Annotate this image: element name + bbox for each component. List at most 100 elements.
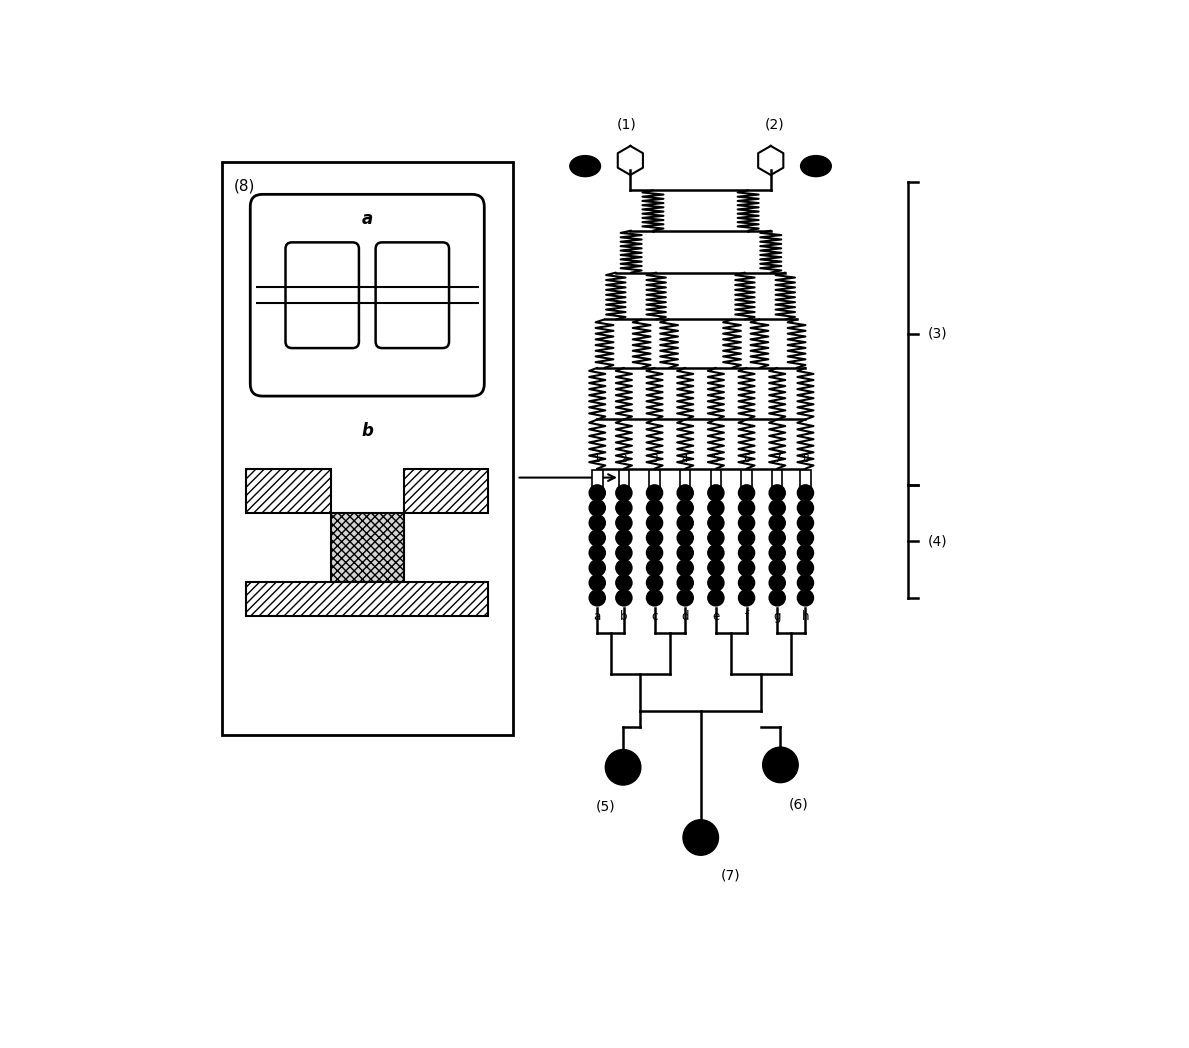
Circle shape bbox=[647, 590, 662, 606]
Circle shape bbox=[590, 574, 605, 591]
Bar bbox=[331, 514, 403, 582]
Circle shape bbox=[616, 515, 633, 531]
Circle shape bbox=[647, 515, 662, 531]
Circle shape bbox=[738, 500, 755, 516]
Circle shape bbox=[798, 485, 813, 501]
Circle shape bbox=[798, 560, 813, 576]
Circle shape bbox=[798, 545, 813, 561]
Circle shape bbox=[590, 590, 605, 606]
Circle shape bbox=[798, 515, 813, 531]
Bar bbox=[222, 162, 512, 735]
Text: (4): (4) bbox=[929, 534, 948, 548]
Circle shape bbox=[647, 500, 662, 516]
Circle shape bbox=[678, 574, 693, 591]
Circle shape bbox=[590, 515, 605, 531]
Circle shape bbox=[647, 560, 662, 576]
Circle shape bbox=[647, 530, 662, 546]
Text: (8): (8) bbox=[234, 178, 256, 193]
Circle shape bbox=[616, 560, 633, 576]
Bar bbox=[403, 468, 489, 514]
Text: f: f bbox=[744, 610, 749, 623]
Circle shape bbox=[616, 485, 633, 501]
Bar bbox=[711, 471, 721, 493]
Text: (5): (5) bbox=[596, 800, 615, 813]
Text: b: b bbox=[621, 610, 628, 623]
Circle shape bbox=[738, 545, 755, 561]
Text: 2: 2 bbox=[621, 454, 628, 464]
Circle shape bbox=[616, 530, 633, 546]
Circle shape bbox=[769, 574, 785, 591]
Circle shape bbox=[616, 500, 633, 516]
Bar bbox=[741, 471, 751, 493]
Text: c: c bbox=[652, 610, 658, 623]
Text: 5: 5 bbox=[712, 454, 719, 464]
Text: d: d bbox=[681, 610, 688, 623]
Circle shape bbox=[647, 545, 662, 561]
Circle shape bbox=[678, 500, 693, 516]
Bar bbox=[800, 471, 811, 493]
Circle shape bbox=[707, 515, 724, 531]
Circle shape bbox=[678, 590, 693, 606]
Bar bbox=[772, 471, 782, 493]
Circle shape bbox=[707, 485, 724, 501]
Bar bbox=[592, 471, 603, 493]
Text: b: b bbox=[361, 422, 373, 440]
Circle shape bbox=[616, 590, 633, 606]
Text: 7: 7 bbox=[774, 454, 780, 464]
Circle shape bbox=[678, 515, 693, 531]
Circle shape bbox=[707, 545, 724, 561]
Circle shape bbox=[707, 574, 724, 591]
Text: g: g bbox=[774, 610, 781, 623]
Bar bbox=[246, 582, 489, 615]
Circle shape bbox=[762, 747, 798, 783]
Circle shape bbox=[682, 820, 718, 855]
Ellipse shape bbox=[570, 155, 600, 177]
Text: 1: 1 bbox=[594, 454, 600, 464]
Circle shape bbox=[605, 749, 641, 785]
Circle shape bbox=[590, 485, 605, 501]
Text: 4: 4 bbox=[682, 454, 688, 464]
Circle shape bbox=[738, 574, 755, 591]
Bar bbox=[680, 471, 691, 493]
Circle shape bbox=[616, 574, 633, 591]
Circle shape bbox=[678, 545, 693, 561]
Circle shape bbox=[738, 560, 755, 576]
Text: (6): (6) bbox=[788, 798, 809, 811]
Circle shape bbox=[647, 485, 662, 501]
Circle shape bbox=[590, 500, 605, 516]
Text: 6: 6 bbox=[743, 454, 750, 464]
Circle shape bbox=[798, 574, 813, 591]
Circle shape bbox=[678, 485, 693, 501]
Circle shape bbox=[616, 545, 633, 561]
Text: (3): (3) bbox=[929, 327, 948, 341]
Bar bbox=[649, 471, 660, 493]
Circle shape bbox=[798, 500, 813, 516]
Text: (7): (7) bbox=[721, 868, 741, 882]
Circle shape bbox=[590, 560, 605, 576]
Text: e: e bbox=[712, 610, 719, 623]
Circle shape bbox=[769, 500, 785, 516]
Text: 8: 8 bbox=[803, 454, 809, 464]
Circle shape bbox=[707, 530, 724, 546]
Circle shape bbox=[590, 530, 605, 546]
Bar bbox=[618, 471, 629, 493]
Circle shape bbox=[707, 590, 724, 606]
Text: a: a bbox=[361, 211, 373, 228]
Circle shape bbox=[769, 545, 785, 561]
Text: (2): (2) bbox=[765, 117, 785, 131]
Circle shape bbox=[738, 590, 755, 606]
Circle shape bbox=[678, 560, 693, 576]
Text: a: a bbox=[593, 610, 600, 623]
Text: 3: 3 bbox=[652, 454, 658, 464]
Circle shape bbox=[738, 515, 755, 531]
Bar bbox=[246, 468, 331, 514]
Circle shape bbox=[769, 590, 785, 606]
Circle shape bbox=[707, 500, 724, 516]
Text: (1): (1) bbox=[616, 117, 636, 131]
Circle shape bbox=[590, 545, 605, 561]
Ellipse shape bbox=[800, 155, 831, 177]
Circle shape bbox=[798, 590, 813, 606]
Circle shape bbox=[738, 530, 755, 546]
Circle shape bbox=[769, 530, 785, 546]
Circle shape bbox=[769, 485, 785, 501]
